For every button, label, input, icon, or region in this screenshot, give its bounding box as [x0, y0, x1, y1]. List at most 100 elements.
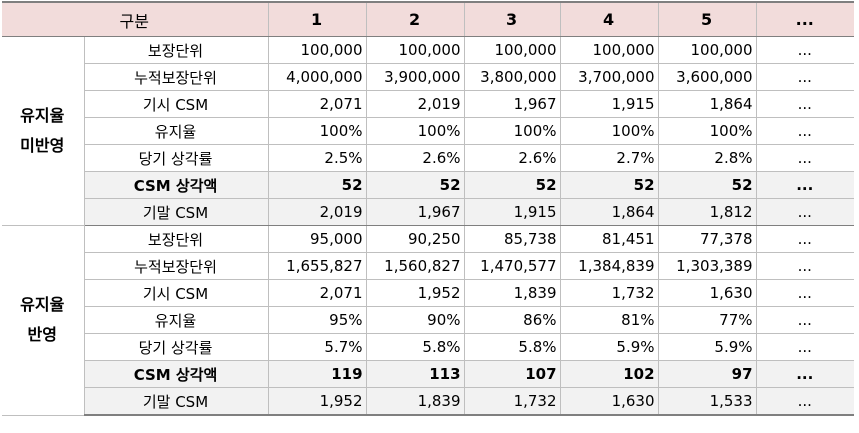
cell-value: 4,000,000 — [267, 63, 367, 91]
cell-value: 2,071 — [267, 90, 367, 118]
table-row: 기시 CSM 2,071 2,019 1,967 1,915 1,864... — [2, 90, 855, 118]
cell-value: 100,000 — [463, 36, 561, 64]
table-row: 당기 상각률 2.5% 2.6% 2.6% 2.7% 2.8%... — [2, 144, 855, 172]
cell-value: 2.6% — [463, 144, 561, 172]
cell-value: 113 — [365, 360, 465, 388]
cell-value: 90,250 — [365, 225, 465, 253]
cell-value: 1,732 — [559, 279, 659, 307]
cell-value: 5.8% — [463, 333, 561, 361]
cell-ellipsis: ... — [755, 90, 855, 118]
group-label-line1: 유지율 — [20, 295, 65, 315]
cell-value: 1,533 — [657, 387, 757, 416]
cell-value: 3,700,000 — [559, 63, 659, 91]
table-row: 기말 CSM 1,952 1,839 1,732 1,630 1,533... — [2, 387, 855, 416]
cell-ellipsis: ... — [755, 306, 855, 334]
cell-ellipsis: ... — [755, 360, 855, 388]
header-period-5: 5 — [657, 1, 757, 37]
cell-value: 90% — [365, 306, 465, 334]
cell-value: 5.8% — [365, 333, 465, 361]
cell-value: 100% — [365, 117, 465, 145]
header-period-4: 4 — [559, 1, 659, 37]
cell-value: 1,864 — [657, 90, 757, 118]
cell-value: 52 — [559, 171, 659, 199]
row-label: 누적보장단위 — [84, 63, 269, 91]
cell-value: 1,839 — [365, 387, 465, 416]
group-label-line2: 미반영 — [20, 136, 65, 155]
table-row: 기시 CSM 2,071 1,952 1,839 1,732 1,630... — [2, 279, 855, 307]
cell-value: 1,915 — [559, 90, 659, 118]
cell-ellipsis: ... — [755, 171, 855, 199]
group-label: 유지율 반영 — [2, 225, 85, 416]
cell-value: 3,600,000 — [657, 63, 757, 91]
cell-value: 1,952 — [365, 279, 465, 307]
table-row: CSM 상각액 52 52 52 52 52... — [2, 171, 855, 199]
row-label: 기말 CSM — [84, 198, 269, 226]
cell-value: 77,378 — [657, 225, 757, 253]
group-label-line1: 유지율 — [20, 106, 65, 125]
cell-value: 1,470,577 — [463, 252, 561, 280]
table-row: 유지율 반영 보장단위 95,000 90,250 85,738 81,451 77,378.… — [2, 225, 855, 416]
table-row: 당기 상각률 5.7% 5.8% 5.8% 5.9% 5.9%... — [2, 333, 855, 361]
cell-ellipsis: ... — [755, 225, 855, 253]
cell-ellipsis: ... — [755, 279, 855, 307]
cell-value: 1,967 — [365, 198, 465, 226]
cell-value: 95% — [267, 306, 367, 334]
cell-value: 81,451 — [559, 225, 659, 253]
cell-value: 1,384,839 — [559, 252, 659, 280]
header-period-2: 2 — [365, 1, 465, 37]
table-row: 유지율 95% 90% 86% 81% 77%... — [2, 306, 855, 334]
row-label: 당기 상각률 — [84, 144, 269, 172]
row-label: 보장단위 — [83, 36, 269, 64]
table-row: 누적보장단위 1,655,827 1,560,827 1,470,577 1,384,8… — [2, 252, 855, 280]
cell-value: 1,560,827 — [365, 252, 465, 280]
row-label: CSM 상각액 — [84, 360, 269, 388]
cell-ellipsis: ... — [755, 387, 855, 416]
cell-value: 100,000 — [365, 36, 465, 64]
cell-value: 2.5% — [267, 144, 367, 172]
cell-value: 1,630 — [559, 387, 659, 416]
cell-value: 3,900,000 — [365, 63, 465, 91]
cell-value: 2,019 — [365, 90, 465, 118]
cell-ellipsis: ... — [755, 333, 855, 361]
cell-value: 107 — [463, 360, 561, 388]
row-label: 기시 CSM — [84, 90, 269, 118]
header-category-label: 구분 — [2, 1, 269, 37]
cell-value: 1,839 — [463, 279, 561, 307]
cell-value: 2,019 — [267, 198, 367, 226]
cell-value: 102 — [559, 360, 659, 388]
cell-value: 5.9% — [657, 333, 757, 361]
cell-value: 100% — [267, 117, 367, 145]
row-label: 유지율 — [84, 306, 269, 334]
cell-value: 3,800,000 — [463, 63, 561, 91]
table-row: 유지율 미반영 보장단위 100,000 100,000 100,000 100,000 10… — [2, 36, 855, 226]
cell-value: 85,738 — [463, 225, 561, 253]
cell-value: 1,655,827 — [267, 252, 367, 280]
cell-value: 1,864 — [559, 198, 659, 226]
cell-value: 86% — [463, 306, 561, 334]
cell-value: 100,000 — [267, 36, 367, 64]
cell-value: 52 — [657, 171, 757, 199]
cell-value: 5.7% — [267, 333, 367, 361]
cell-value: 1,915 — [463, 198, 561, 226]
cell-value: 1,630 — [657, 279, 757, 307]
cell-ellipsis: ... — [755, 117, 855, 145]
cell-ellipsis: ... — [755, 252, 855, 280]
cell-value: 100,000 — [657, 36, 757, 64]
header-row: 구분 1 2 3 4 5 ... — [2, 1, 855, 37]
header-period-1: 1 — [267, 1, 367, 37]
row-label: 기시 CSM — [84, 279, 269, 307]
cell-value: 77% — [657, 306, 757, 334]
cell-value: 1,732 — [463, 387, 561, 416]
cell-value: 52 — [267, 171, 367, 199]
cell-value: 52 — [463, 171, 561, 199]
cell-value: 2.6% — [365, 144, 465, 172]
table-row: CSM 상각액 119 113 107 102 97... — [2, 360, 855, 388]
row-label: 보장단위 — [83, 225, 269, 253]
cell-value: 100% — [559, 117, 659, 145]
header-period-3: 3 — [463, 1, 561, 37]
table-row: 누적보장단위 4,000,000 3,900,000 3,800,000 3,700,0… — [2, 63, 855, 91]
cell-value: 100,000 — [559, 36, 659, 64]
cell-value: 2.8% — [657, 144, 757, 172]
cell-value: 52 — [365, 171, 465, 199]
